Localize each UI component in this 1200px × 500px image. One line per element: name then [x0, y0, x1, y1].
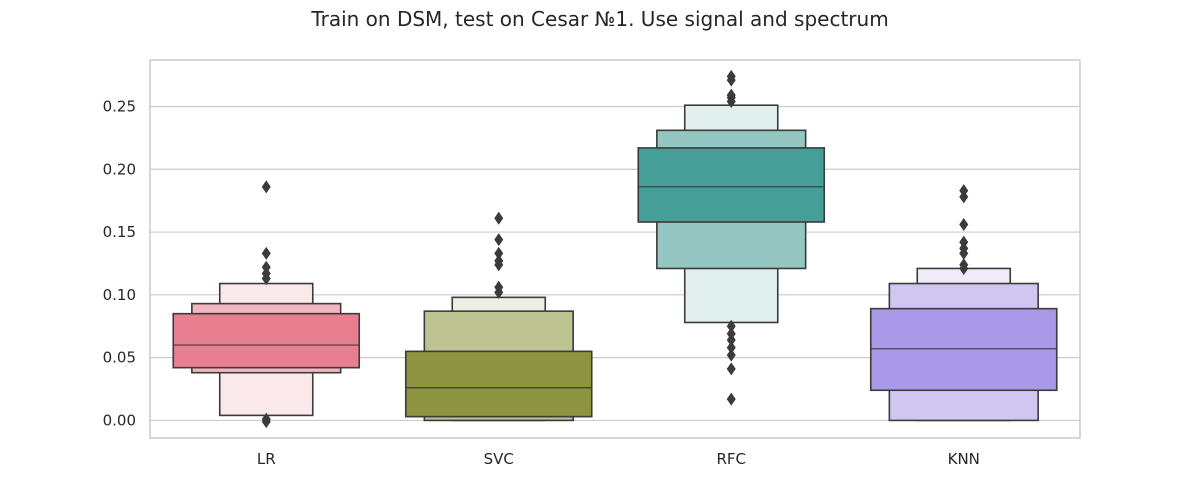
x-axis-ticks: LR SVC RFC KNN: [257, 450, 980, 468]
outlier-point: [494, 233, 504, 247]
box-level: [404, 350, 593, 418]
outlier-point: [494, 211, 504, 225]
outlier-point: [726, 319, 736, 333]
outlier-point: [726, 333, 736, 347]
outlier-point: [261, 246, 271, 260]
outlier-point: [726, 392, 736, 406]
outlier-point: [726, 348, 736, 362]
boxen-group: [637, 69, 826, 406]
x-tick-label: RFC: [716, 450, 746, 468]
outlier-point: [726, 362, 736, 376]
y-tick-label: 0.10: [103, 286, 136, 304]
outlier-point: [261, 415, 271, 429]
outlier-point: [959, 246, 969, 260]
y-tick-label: 0.20: [103, 160, 136, 178]
y-tick-label: 0.15: [103, 223, 136, 241]
outlier-point: [494, 246, 504, 260]
outlier-point: [261, 180, 271, 194]
boxen-group: [404, 211, 593, 422]
y-axis-ticks: 0.00 0.05 0.10 0.15 0.20 0.25: [103, 97, 136, 429]
outlier-point: [726, 94, 736, 108]
boxen-group: [869, 184, 1058, 422]
chart-title: Train on DSM, test on Cesar №1. Use sign…: [310, 7, 888, 31]
outlier-point: [726, 341, 736, 355]
boxes: [172, 69, 1058, 429]
box-level: [637, 147, 826, 223]
y-tick-label: 0.25: [103, 97, 136, 115]
y-tick-label: 0.00: [103, 411, 136, 429]
y-tick-label: 0.05: [103, 349, 136, 367]
outlier-point: [959, 190, 969, 204]
outlier-point: [959, 261, 969, 275]
outlier-point: [959, 218, 969, 232]
box-level: [869, 307, 1058, 392]
x-tick-label: LR: [257, 450, 276, 468]
plot-frame: [149, 59, 1081, 439]
x-tick-label: SVC: [484, 450, 514, 468]
outlier-point: [261, 272, 271, 286]
boxen-group: [172, 180, 361, 429]
outlier-point: [494, 258, 504, 272]
outlier-point: [494, 285, 504, 299]
outlier-point: [726, 73, 736, 87]
x-tick-label: KNN: [948, 450, 980, 468]
box-level: [172, 312, 361, 369]
